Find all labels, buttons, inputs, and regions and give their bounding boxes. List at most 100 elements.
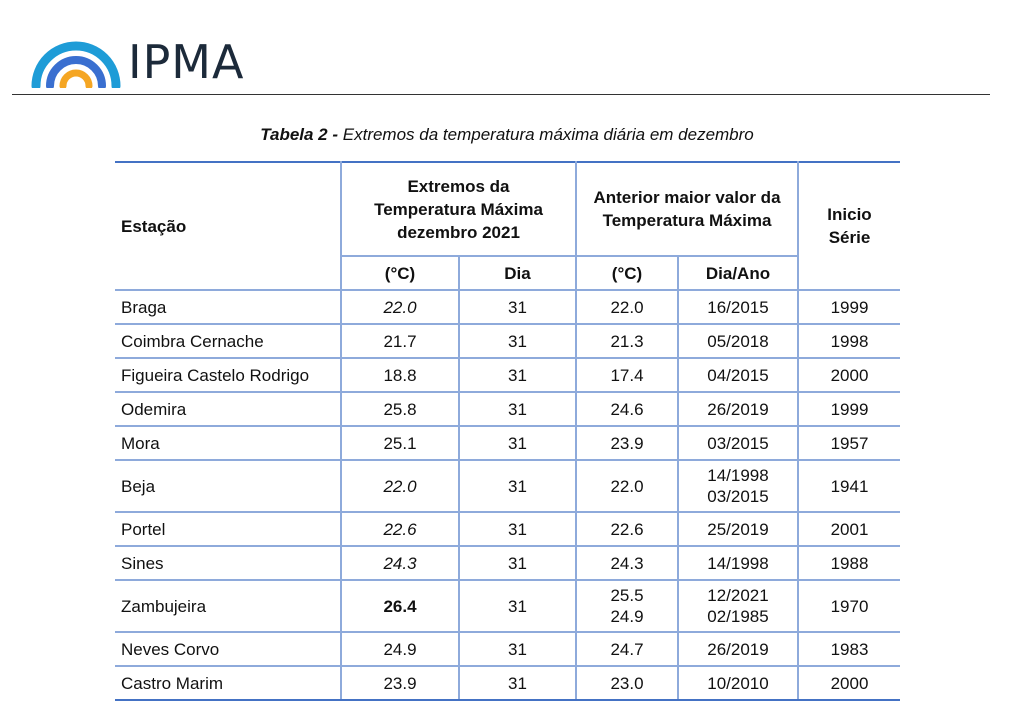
header-divider [12, 94, 990, 95]
rainbow-arcs-icon [31, 41, 121, 88]
day-value: 31 [508, 399, 527, 419]
station-name: Sines [121, 553, 164, 573]
caption-text: Extremos da temperatura máxima diária em… [338, 125, 754, 144]
series-start-value: 1988 [830, 553, 869, 573]
table-row: Coimbra Cernache 21.7 31 21.3 05/2018 1998 [115, 323, 900, 359]
series-start-cell: 1999 [797, 289, 900, 325]
station-cell: Odemira [115, 391, 342, 427]
table-row: Mora 25.1 31 23.9 03/2015 1957 [115, 425, 900, 461]
day-cell: 31 [458, 459, 577, 513]
table-row: Sines 24.3 31 24.3 14/1998 1988 [115, 545, 900, 581]
max-temp-value: 26.4 [383, 596, 417, 616]
logo-text: IPMA [128, 35, 245, 89]
table-row: Beja 22.0 31 22.0 14/1998 03/2015 1941 [115, 459, 900, 513]
station-name: Figueira Castelo Rodrigo [121, 365, 310, 385]
prev-temp-value: 24.7 [610, 639, 644, 659]
station-cell: Mora [115, 425, 342, 461]
station-cell: Braga [115, 289, 342, 325]
day-value: 31 [508, 331, 527, 351]
day-value: 31 [508, 433, 527, 453]
table-row: Zambujeira 26.4 31 25.5 24.9 12/2021 02/1985 19… [115, 579, 900, 633]
header-series-line: Série [828, 228, 871, 247]
prev-temp-cell: 23.0 [575, 665, 679, 701]
max-temp-cell: 24.3 [340, 545, 460, 581]
prev-date-cell: 04/2015 [677, 357, 799, 393]
prev-date-cell: 14/1998 03/2015 [677, 459, 799, 513]
day-value: 31 [508, 519, 527, 539]
prev-date-value: 05/2018 [707, 331, 769, 351]
station-name: Odemira [121, 399, 187, 419]
station-cell: Beja [115, 459, 342, 513]
max-temp-value: 24.9 [383, 639, 417, 659]
station-name: Zambujeira [121, 596, 207, 616]
series-start-cell: 1957 [797, 425, 900, 461]
max-temp-cell: 22.0 [340, 289, 460, 325]
header-extremes-line: dezembro 2021 [397, 222, 520, 242]
day-cell: 31 [458, 665, 577, 701]
series-start-cell: 1970 [797, 579, 900, 633]
max-temp-value: 21.7 [383, 331, 417, 351]
max-temp-value: 22.0 [383, 297, 417, 317]
table-row: Figueira Castelo Rodrigo 18.8 31 17.4 04/201… [115, 357, 900, 393]
prev-temp-cell: 25.5 24.9 [575, 579, 679, 633]
day-value: 31 [508, 673, 527, 693]
prev-date-cell: 26/2019 [677, 631, 799, 667]
table-row: Castro Marim 23.9 31 23.0 10/2010 2000 [115, 665, 900, 701]
header-prev-temp-unit: (°C) [575, 255, 679, 291]
prev-date-value: 10/2010 [707, 673, 769, 693]
station-name: Beja [121, 476, 156, 496]
prev-date-cell: 10/2010 [677, 665, 799, 701]
max-temp-cell: 23.9 [340, 665, 460, 701]
series-start-value: 1999 [830, 297, 869, 317]
table-caption: Tabela 2 - Extremos da temperatura máxim… [0, 125, 1014, 145]
day-value: 31 [508, 297, 527, 317]
prev-date-value: 14/1998 [707, 466, 769, 485]
series-start-value: 2000 [830, 365, 869, 385]
max-temp-cell: 18.8 [340, 357, 460, 393]
prev-date-value: 16/2015 [707, 297, 769, 317]
station-cell: Neves Corvo [115, 631, 342, 667]
prev-temp-value: 17.4 [610, 365, 644, 385]
station-name: Mora [121, 433, 160, 453]
prev-temp-value: 23.0 [610, 673, 644, 693]
prev-date-cell: 12/2021 02/1985 [677, 579, 799, 633]
prev-date-value: 14/1998 [707, 553, 769, 573]
station-name: Coimbra Cernache [121, 331, 264, 351]
header-extremes-line: Extremos da [407, 176, 510, 196]
prev-date-cell: 03/2015 [677, 425, 799, 461]
prev-temp-cell: 23.9 [575, 425, 679, 461]
day-value: 31 [508, 596, 527, 616]
series-start-value: 1983 [830, 639, 869, 659]
series-start-value: 2000 [830, 673, 869, 693]
prev-temp-value: 23.9 [610, 433, 644, 453]
series-start-cell: 1941 [797, 459, 900, 513]
table-row: Odemira 25.8 31 24.6 26/2019 1999 [115, 391, 900, 427]
prev-date-cell: 05/2018 [677, 323, 799, 359]
prev-temp-cell: 22.6 [575, 511, 679, 547]
station-cell: Zambujeira [115, 579, 342, 633]
prev-date-value: 03/2015 [707, 433, 769, 453]
series-start-cell: 1988 [797, 545, 900, 581]
day-cell: 31 [458, 631, 577, 667]
max-temp-cell: 22.0 [340, 459, 460, 513]
header-series-line: Inicio [827, 205, 872, 224]
station-name: Neves Corvo [121, 639, 220, 659]
prev-temp-value: 24.3 [610, 553, 644, 573]
station-name: Portel [121, 519, 166, 539]
header-extremes: Extremos da Temperatura Máxima dezembro … [340, 161, 577, 257]
prev-temp-cell: 21.3 [575, 323, 679, 359]
max-temp-value: 22.0 [383, 476, 417, 496]
prev-date-value: 12/2021 [707, 586, 769, 605]
max-temp-value: 22.6 [383, 519, 417, 539]
max-temp-value: 18.8 [383, 365, 417, 385]
header-series: Inicio Série [797, 161, 900, 291]
series-start-cell: 2000 [797, 665, 900, 701]
prev-date-value: 02/1985 [707, 607, 769, 626]
series-start-value: 2001 [830, 519, 869, 539]
series-start-cell: 2000 [797, 357, 900, 393]
temperature-extremes-table: Estação Extremos da Temperatura Máxima d… [115, 161, 900, 701]
prev-date-cell: 26/2019 [677, 391, 799, 427]
max-temp-cell: 24.9 [340, 631, 460, 667]
series-start-cell: 1998 [797, 323, 900, 359]
prev-temp-value: 25.5 [610, 586, 644, 605]
